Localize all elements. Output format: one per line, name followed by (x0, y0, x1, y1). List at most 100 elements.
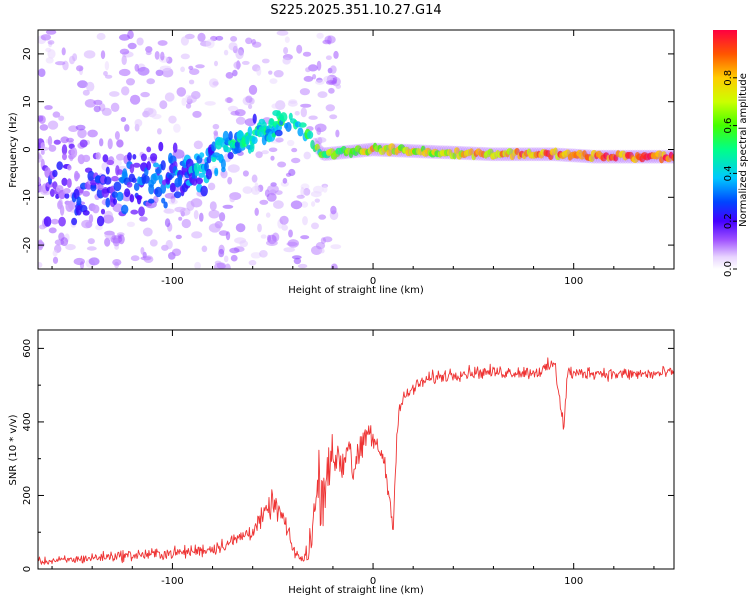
spectrogram-noise-blob (224, 97, 234, 103)
spectrogram-noise-blob (312, 74, 317, 80)
spectrogram-ridge-blob (153, 162, 159, 168)
spectrogram-ridge-blob (85, 221, 92, 228)
spectrogram-noise-blob (83, 50, 96, 59)
spectrogram-ridge-blob (47, 135, 53, 147)
spectrogram-noise-blob (235, 49, 244, 60)
spectrogram-noise-blob (300, 201, 309, 208)
spectrogram-noise-blob (45, 47, 52, 53)
spectrogram-ridge-blob (73, 188, 80, 200)
spectrogram-noise-blob (212, 81, 219, 86)
spectrogram-ridge-blob (82, 154, 91, 163)
spectrogram-noise-blob (230, 111, 240, 116)
spectrogram-noise-blob (93, 105, 101, 113)
spectrogram-noise-blob (225, 72, 234, 79)
spectrogram-ridge-blob (220, 158, 226, 170)
colorbar-label: Normalized spectral amplitude (738, 73, 749, 227)
spectrogram-noise-blob (317, 91, 328, 98)
spectrogram-ridge-blob (194, 169, 199, 177)
spectrogram-noise-blob (66, 137, 74, 143)
spectrogram-noise-blob (322, 185, 328, 193)
snr-x-tick-label: 0 (370, 576, 376, 587)
spectrogram-noise-blob (250, 252, 262, 259)
spectrogram-noise-blob (140, 247, 145, 255)
spectrogram-noise-blob (104, 74, 113, 79)
spectrogram-ridge-blob (107, 138, 113, 150)
spectrogram-noise-blob (104, 210, 113, 221)
spectrogram-ridge-blob (113, 198, 117, 205)
spectrogram-noise-blob (45, 57, 54, 64)
spectrogram-noise-blob (77, 128, 87, 139)
spectrogram-noise-blob (270, 155, 275, 161)
spectrogram-noise-blob (104, 60, 110, 71)
spectrogram-noise-blob (121, 55, 127, 66)
snr-y-tick-label: 600 (22, 339, 33, 358)
spectrogram-ridge-blob (68, 200, 76, 210)
spectrogram-noise-blob (112, 203, 124, 213)
spectrogram-ridge-blob (135, 195, 143, 201)
spectrogram-noise-blob (121, 86, 130, 96)
spectrogram-ridge-blob (553, 147, 558, 155)
spectrogram-noise-blob (232, 69, 238, 77)
spectrogram-noise-blob (191, 231, 203, 239)
spectrogram-noise-blob (266, 192, 277, 202)
spectrogram-noise-blob (155, 69, 164, 77)
spectrogram-ridge-blob (74, 170, 79, 182)
spectrogram-noise-blob (248, 84, 258, 95)
spectrogram-ridge-blob (205, 168, 212, 180)
spectrogram-ridge-blob (225, 147, 232, 153)
spectrogram-noise-blob (318, 214, 327, 220)
colorbar-tick-label: 0.2 (723, 213, 734, 229)
spectrogram-noise-blob (335, 129, 340, 138)
spectrogram-noise-blob (104, 230, 115, 239)
spectrogram-noise-blob (330, 244, 342, 250)
spectrogram-noise-blob (47, 120, 59, 130)
colorbar: 0.0 0.2 0.4 0.6 0.8 Normalized spectral ampl… (713, 30, 749, 277)
spectrogram-noise-blob (255, 151, 263, 159)
spectrogram-noise-blob (127, 42, 137, 50)
spectrogram-noise-blob (47, 40, 55, 45)
spectrogram-noise-blob (281, 224, 289, 231)
spectrogram-ridge-blob (129, 194, 135, 203)
spectrogram-ridge-blob (40, 149, 45, 155)
spectrogram-noise-blob (38, 68, 46, 77)
spectrogram-ridge-blob (114, 131, 120, 140)
spectrogram-ridge-blob (160, 160, 166, 171)
spectrogram-y-tick-label: 20 (22, 48, 33, 61)
snr-y-ticks: 0 200 400 600 (22, 339, 674, 572)
spectrogram-noise-blob (287, 100, 298, 107)
spectrogram-ridge-blob (82, 210, 90, 216)
spectrogram-noise-blob (242, 170, 249, 177)
spectrogram-noise-blob (136, 37, 144, 46)
spectrogram-noise-blob (215, 35, 224, 41)
spectrogram-x-tick-label: -100 (161, 276, 184, 287)
spectrogram-noise-blob (154, 51, 160, 60)
spectrogram-noise-blob (82, 89, 90, 96)
spectrogram-marks (38, 30, 674, 269)
spectrogram-noise-blob (176, 87, 187, 97)
spectrogram-noise-blob (87, 238, 95, 245)
spectrogram-noise-blob (129, 94, 141, 105)
spectrogram-ridge-blob (53, 139, 61, 145)
spectrogram-ridge-blob (274, 129, 283, 137)
spectrogram-noise-blob (119, 48, 130, 55)
colorbar-ticks: 0.0 0.2 0.4 0.6 0.8 (723, 70, 737, 277)
spectrogram-ridge-blob (204, 162, 209, 172)
spectrogram-noise-blob (302, 51, 312, 57)
spectrogram-noise-blob (291, 157, 301, 164)
spectrogram-ridge-blob (271, 132, 277, 138)
spectrogram-ridge-blob (48, 144, 57, 152)
spectrogram-noise-blob (229, 195, 236, 203)
spectrogram-x-ticks: -100 0 100 (51, 30, 655, 287)
spectrogram-ridge-blob (61, 177, 68, 186)
spectrogram-noise-blob (224, 263, 231, 269)
snr-series-line (38, 357, 674, 565)
spectrogram-noise-blob (143, 255, 154, 263)
spectrogram-noise-blob (300, 107, 307, 118)
spectrogram-noise-blob (178, 216, 183, 221)
spectrogram-noise-blob (227, 176, 233, 185)
spectrogram-ridge-blob (111, 175, 119, 182)
spectrogram-noise-blob (164, 218, 171, 228)
spectrogram-noise-blob (314, 198, 320, 203)
spectrogram-noise-blob (230, 36, 238, 42)
spectrogram-noise-blob (126, 221, 135, 227)
